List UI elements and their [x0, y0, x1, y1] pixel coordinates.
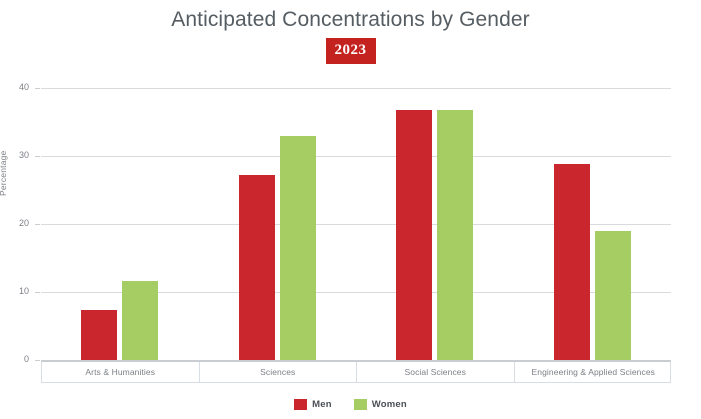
y-axis-tick-label: 20: [18, 218, 29, 228]
x-axis-category-cell: Arts & Humanities: [42, 362, 200, 383]
legend-swatch-icon: [353, 399, 367, 410]
x-axis-category-label: Sciences: [260, 367, 296, 377]
gridline: [41, 224, 671, 225]
chart-title: Anticipated Concentrations by Gender: [171, 8, 530, 31]
x-axis: Arts & Humanities Sciences Social Sciences…: [41, 361, 671, 383]
bars-layer: [41, 88, 671, 360]
bar-men-1[interactable]: [238, 175, 275, 360]
bar-women-1[interactable]: [279, 135, 316, 360]
y-axis-tick-label: 30: [18, 150, 29, 160]
y-axis-tick-mark: [35, 88, 40, 89]
chart-subtitle: 2023: [0, 38, 701, 64]
year-badge: 2023: [325, 38, 376, 64]
plot-area: 0 10 20 30 40: [19, 83, 671, 364]
bar-men-0[interactable]: [81, 310, 118, 360]
legend-item-women[interactable]: Women: [353, 396, 407, 414]
gridline: [41, 292, 671, 293]
bar-women-2[interactable]: [437, 110, 474, 360]
y-axis-tick-mark: [35, 292, 40, 293]
y-axis-tick-label: 0: [23, 354, 29, 364]
chart-header: Anticipated Concentrations by Gender 202…: [0, 6, 701, 64]
y-axis-tick-mark: [35, 224, 40, 225]
y-axis-tick-label: 10: [18, 286, 29, 296]
x-axis-category-label: Arts & Humanities: [85, 367, 156, 377]
gridline: [41, 88, 671, 89]
bar-women-0[interactable]: [122, 281, 159, 360]
chart-legend: Men Women: [0, 396, 701, 414]
legend-item-men[interactable]: Men: [294, 396, 332, 414]
legend-swatch-icon: [294, 399, 308, 410]
x-axis-category-cell: Social Sciences: [357, 362, 515, 383]
x-axis-category-cell: Sciences: [200, 362, 357, 383]
y-axis-tick-label: 40: [18, 82, 29, 92]
bar-men-2[interactable]: [396, 109, 433, 360]
gridline: [41, 360, 671, 361]
y-axis-tick-mark: [35, 156, 40, 157]
x-axis-category-cell: Engineering & Applied Sciences: [515, 362, 673, 383]
legend-label: Men: [312, 399, 332, 411]
bar-men-3[interactable]: [553, 164, 590, 360]
legend-label: Women: [371, 399, 407, 411]
gridline: [41, 156, 671, 157]
x-axis-category-label: Social Sciences: [404, 367, 466, 377]
y-axis-tick-mark: [35, 360, 40, 361]
x-axis-category-label: Engineering & Applied Sciences: [531, 367, 655, 377]
bar-women-3[interactable]: [594, 231, 631, 360]
